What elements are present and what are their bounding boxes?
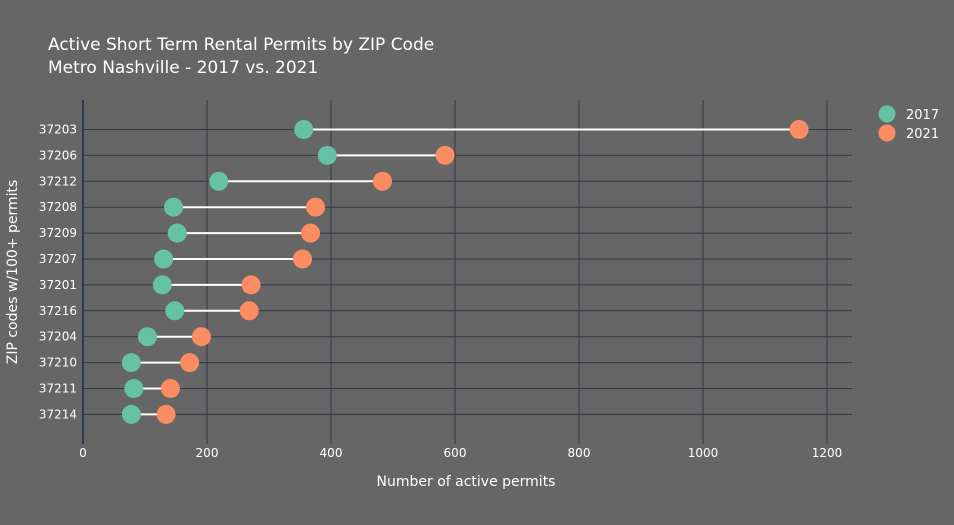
marker-2017 (121, 404, 141, 424)
y-tick-label: 37208 (39, 200, 77, 214)
marker-2017 (294, 120, 314, 139)
x-tick-label: 1000 (688, 446, 719, 460)
y-tick-label: 37206 (39, 148, 77, 162)
marker-2021 (156, 404, 176, 424)
x-tick-label: 0 (79, 446, 87, 460)
marker-2017 (154, 249, 174, 269)
marker-2021 (301, 223, 321, 243)
y-tick-label: 37214 (39, 407, 77, 421)
y-tick-label: 37209 (39, 226, 77, 240)
marker-2021 (306, 197, 325, 217)
marker-2017 (209, 171, 229, 191)
marker-2021 (435, 145, 455, 165)
marker-2017 (121, 353, 141, 373)
x-tick-label: 400 (320, 446, 343, 460)
x-tick-label: 1200 (812, 446, 843, 460)
legend-marker-2017 (878, 105, 896, 123)
x-tick-label: 600 (444, 446, 467, 460)
marker-2021 (160, 379, 180, 398)
y-axis-title: ZIP codes w/100+ permits (5, 180, 21, 365)
legend-marker-2021 (878, 124, 896, 142)
marker-2017 (167, 223, 187, 243)
y-tick-label: 37204 (39, 330, 77, 344)
chart-subtitle: Metro Nashville - 2017 vs. 2021 (48, 58, 318, 78)
marker-2017 (165, 301, 185, 321)
y-tick-label: 37216 (39, 304, 77, 318)
marker-2021 (191, 327, 211, 347)
marker-2021 (789, 120, 809, 139)
marker-2021 (292, 249, 312, 269)
x-axis-title: Number of active permits (377, 474, 556, 490)
marker-2017 (317, 145, 337, 165)
marker-2021 (239, 301, 259, 321)
y-tick-label: 37210 (39, 356, 77, 370)
y-tick-label: 37211 (39, 382, 77, 396)
marker-2017 (164, 197, 184, 217)
legend: 2017 2021 (878, 105, 939, 142)
y-tick-label: 37201 (39, 278, 77, 292)
y-tick-label: 37212 (39, 174, 77, 188)
legend-label-2021: 2021 (906, 127, 939, 142)
chart-title: Active Short Term Rental Permits by ZIP … (48, 35, 434, 55)
marker-2017 (137, 327, 157, 347)
plot-area: 0 200 400 600 800 1000 1200 37203 37206 37212 3720… (39, 100, 852, 460)
y-tick-label: 37203 (39, 123, 77, 137)
y-tick-label: 37207 (39, 252, 77, 266)
x-tick-label: 800 (568, 446, 591, 460)
marker-2021 (241, 275, 261, 295)
marker-2021 (180, 353, 200, 373)
x-tick-label: 200 (196, 446, 219, 460)
marker-2017 (152, 275, 172, 295)
marker-2021 (372, 171, 392, 191)
legend-label-2017: 2017 (906, 108, 939, 123)
marker-2017 (124, 379, 144, 398)
